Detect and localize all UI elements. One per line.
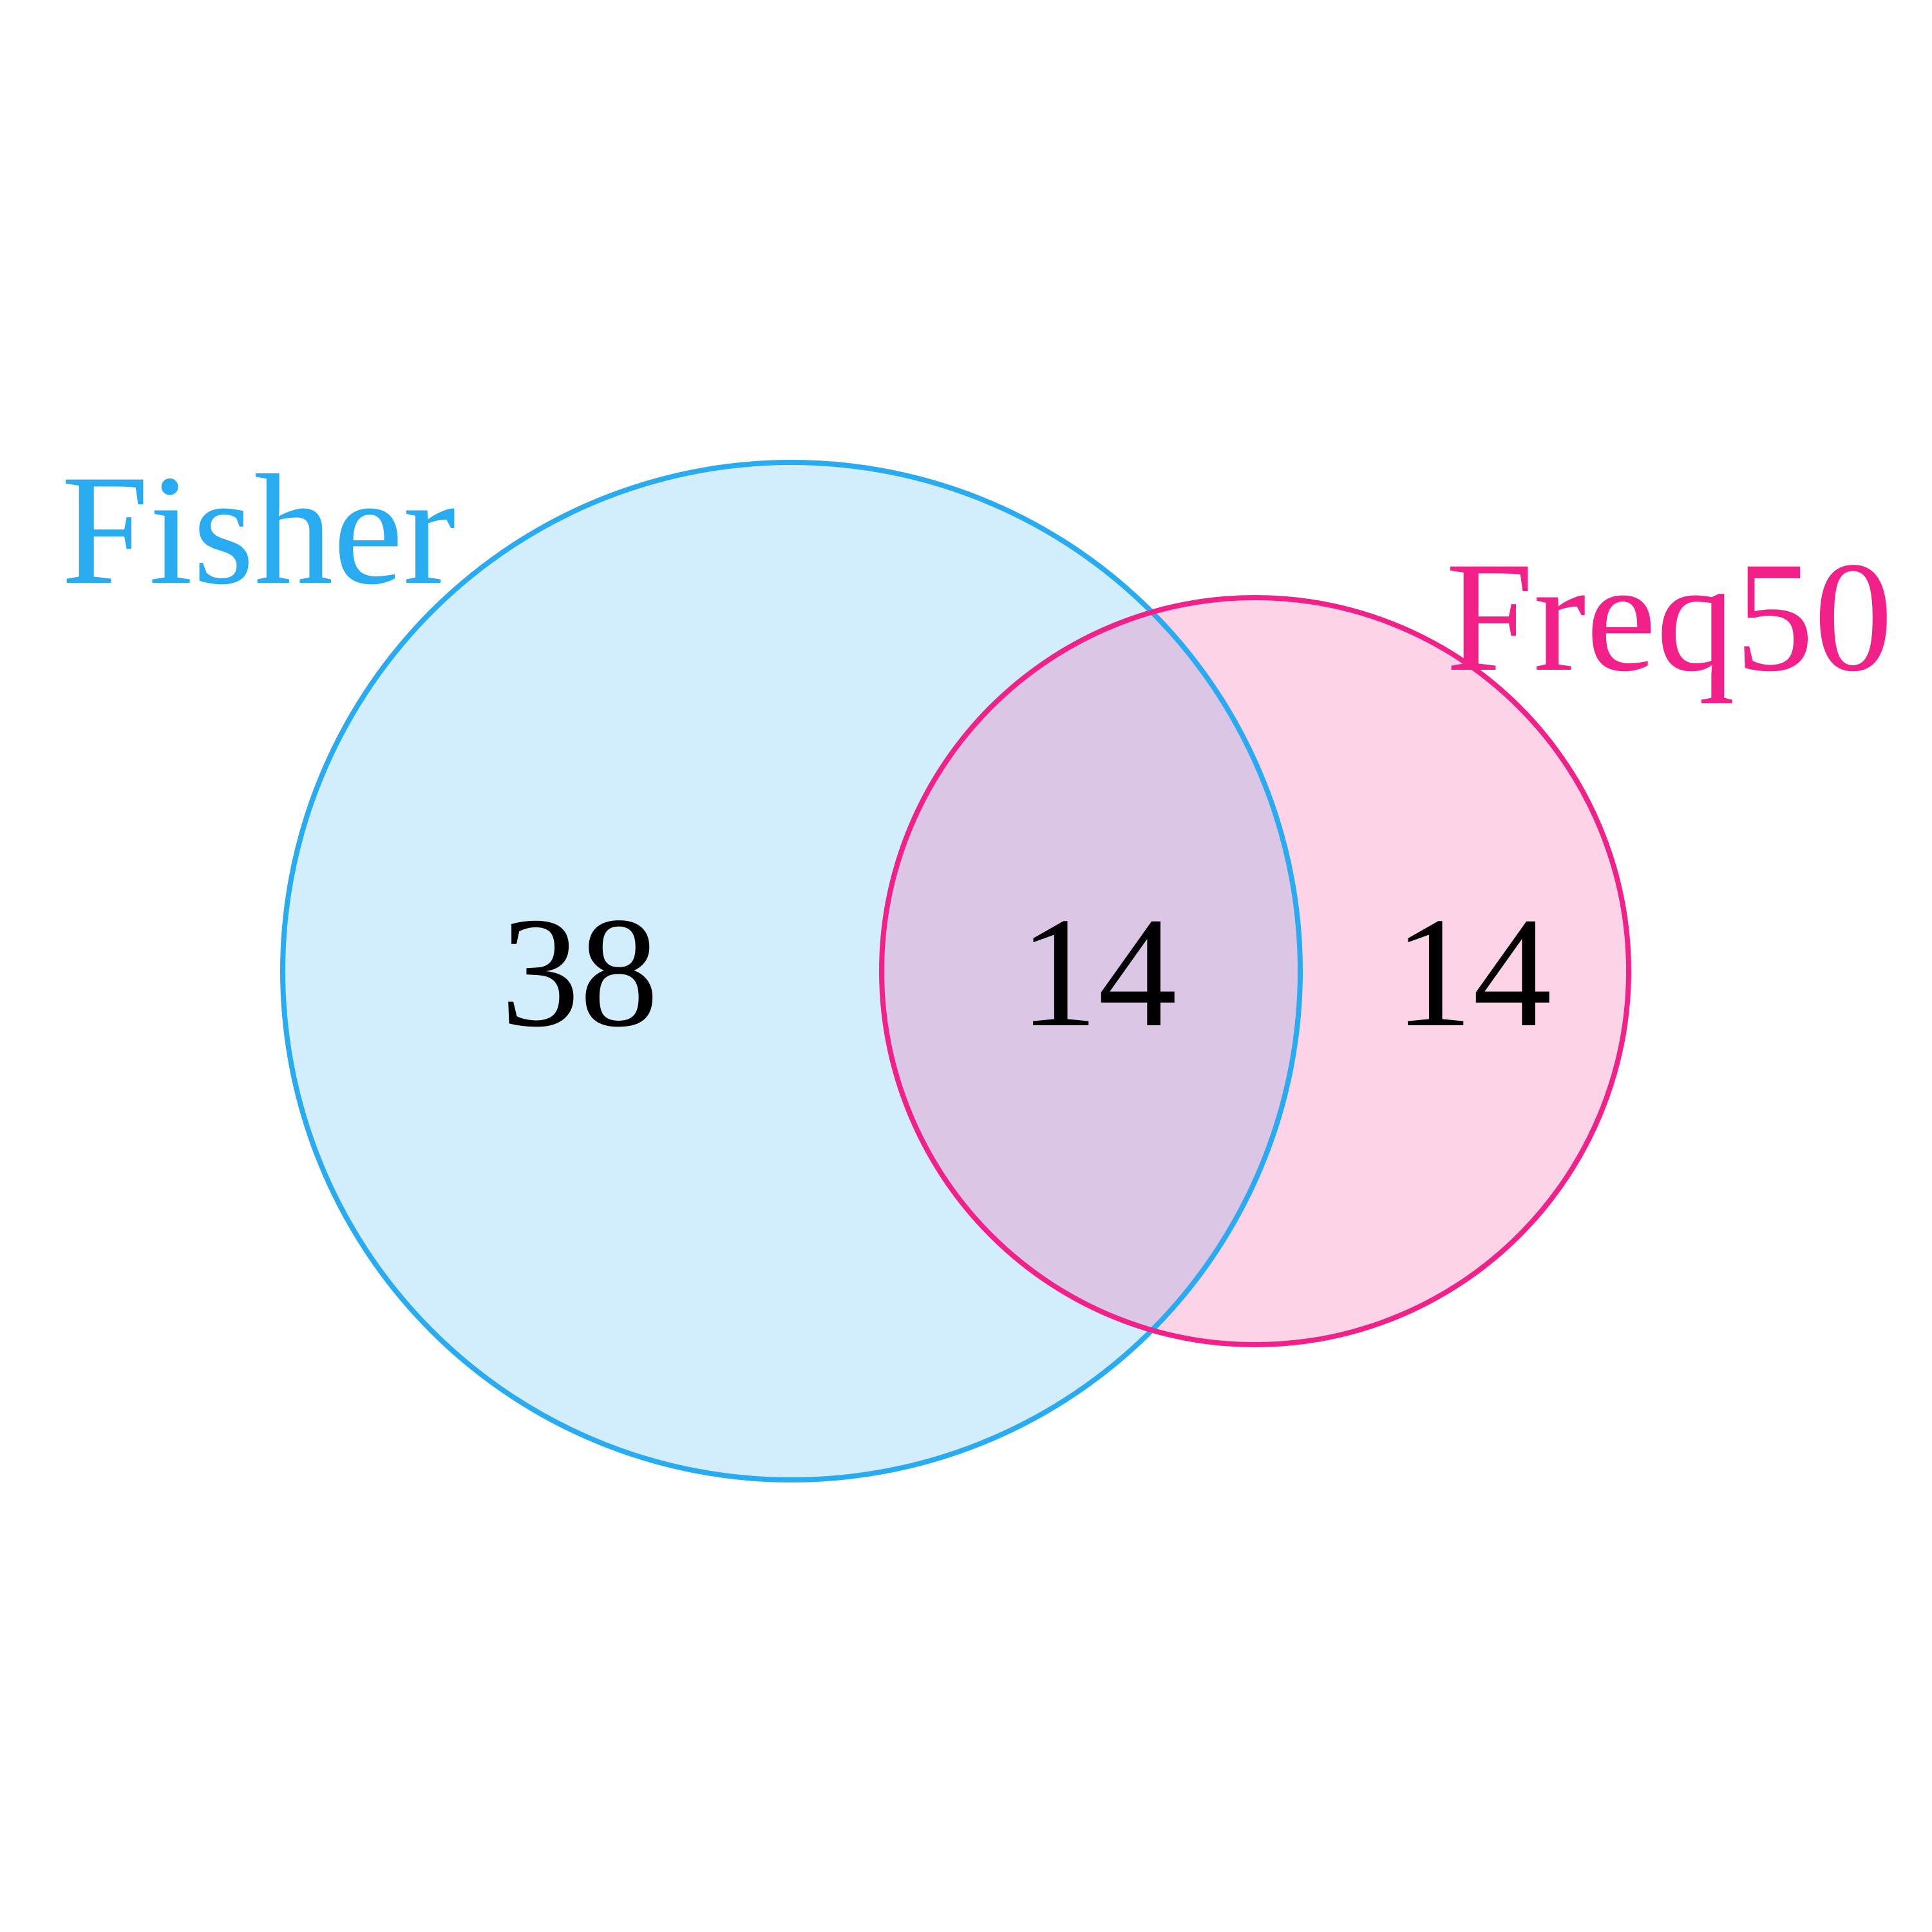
fisher-only-count: 38	[501, 885, 659, 1059]
freq50-set-label: Freq50	[1446, 529, 1893, 704]
freq50-set-outline	[879, 595, 1631, 1347]
freq50-only-count: 14	[1394, 885, 1552, 1059]
fisher-set-label: Fisher	[61, 442, 456, 617]
intersection-region	[882, 598, 1300, 1345]
intersection-count: 14	[1019, 885, 1177, 1059]
fisher-set-outline	[280, 460, 1303, 1482]
